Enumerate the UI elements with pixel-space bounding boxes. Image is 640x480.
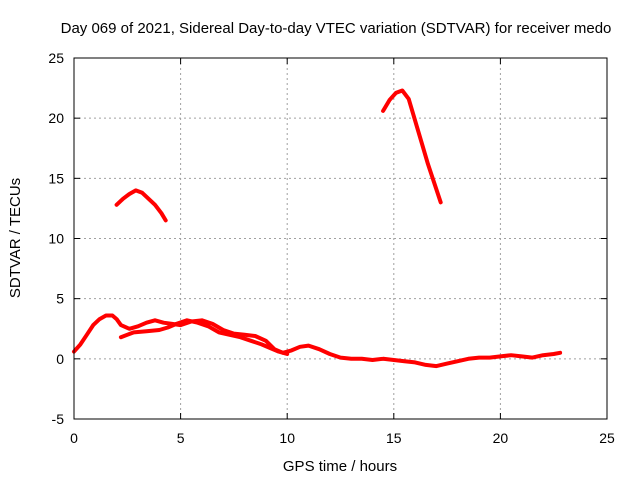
series-trace-4 xyxy=(381,88,443,205)
x-tick-label: 15 xyxy=(386,430,402,446)
y-tick-label: 20 xyxy=(48,110,64,126)
x-axis-label: GPS time / hours xyxy=(283,458,397,475)
tick-labels: 0 5 10 15 20 25 -5 0 5 10 15 20 25 xyxy=(48,50,615,446)
y-tick-label: -5 xyxy=(52,411,65,427)
x-tick-label: 25 xyxy=(599,430,615,446)
y-tick-label: 25 xyxy=(48,50,64,66)
chart-title: Day 069 of 2021, Sidereal Day-to-day VTE… xyxy=(61,20,612,37)
y-tick-label: 5 xyxy=(56,291,64,307)
y-axis-label: SDTVAR / TECUs xyxy=(7,178,24,298)
x-tick-label: 20 xyxy=(493,430,509,446)
series-group xyxy=(72,88,563,369)
series-trace-2 xyxy=(118,318,290,356)
series-trace-3 xyxy=(114,188,168,223)
series-trace-1 xyxy=(72,313,563,369)
y-tick-label: 15 xyxy=(48,170,64,186)
y-tick-label: 10 xyxy=(48,231,64,247)
grid-lines xyxy=(74,58,607,419)
y-tick-label: 0 xyxy=(56,351,64,367)
x-tick-label: 0 xyxy=(70,430,78,446)
x-tick-label: 10 xyxy=(279,430,295,446)
x-tick-label: 5 xyxy=(177,430,185,446)
